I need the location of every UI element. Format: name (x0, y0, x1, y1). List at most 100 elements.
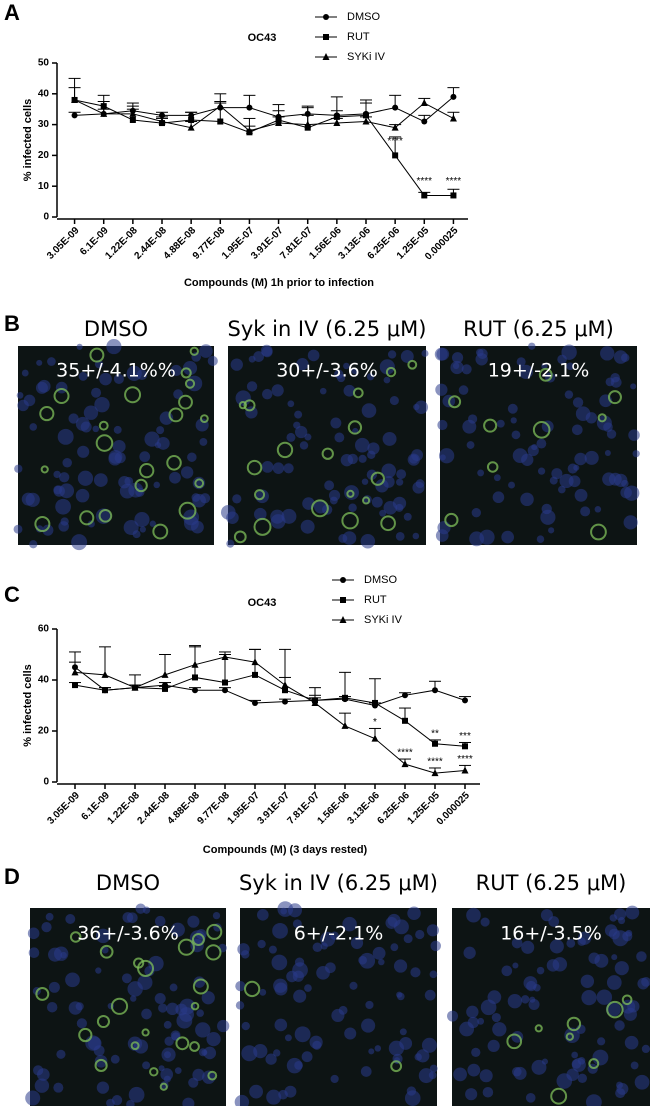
marker (333, 119, 341, 127)
nucleus (351, 367, 358, 375)
nucleus (372, 946, 386, 960)
nucleus (435, 383, 448, 396)
nucleus (616, 1081, 623, 1089)
nucleus (367, 442, 380, 455)
nucleus (96, 1081, 110, 1094)
nucleus (180, 466, 194, 479)
nucleus (580, 506, 591, 517)
infected-cell (347, 420, 363, 435)
nucleus (92, 425, 100, 433)
nucleus (575, 406, 591, 421)
nucleus (528, 342, 536, 350)
nucleus (164, 1036, 174, 1046)
infected-cell (110, 997, 129, 1015)
marker (402, 717, 408, 724)
nucleus (348, 503, 357, 512)
nucleus (287, 903, 303, 918)
nucleus (437, 419, 448, 431)
nucleus (334, 432, 345, 443)
nucleus (87, 520, 95, 528)
marker (391, 123, 399, 131)
marker (245, 126, 253, 134)
nucleus (259, 988, 267, 996)
nucleus (182, 361, 198, 376)
y-tick-label: 0 (43, 777, 49, 788)
y-axis-label: % infected cells (22, 99, 34, 182)
nucleus (621, 479, 629, 488)
nucleus (618, 917, 626, 925)
nucleus (594, 506, 602, 513)
overlay-text: 30+/-3.6% (276, 360, 378, 382)
nucleus (602, 472, 616, 486)
nucleus (25, 492, 40, 507)
nucleus (154, 441, 162, 449)
y-tick-label: 20 (38, 726, 50, 737)
nucleus (453, 1067, 467, 1082)
marker (372, 699, 378, 706)
nucleus (330, 1074, 339, 1084)
nucleus (403, 512, 412, 521)
nucleus (62, 458, 72, 468)
panel-title: RUT (6.25 μM) (476, 871, 627, 895)
nucleus (400, 350, 414, 363)
marker (158, 117, 166, 125)
overlay-text: 16+/-3.5% (500, 923, 602, 945)
infected-cell (175, 1036, 190, 1051)
infected-cell (189, 346, 199, 356)
nucleus (623, 1007, 637, 1021)
nucleus (253, 1044, 268, 1059)
marker (323, 14, 329, 20)
nucleus (513, 1066, 527, 1080)
nucleus (121, 973, 132, 984)
infected-cell (352, 387, 364, 399)
nucleus (113, 425, 122, 434)
nucleus (191, 520, 204, 534)
nucleus (574, 488, 588, 502)
nucleus (379, 509, 387, 517)
nucleus (59, 483, 75, 499)
nucleus (154, 915, 166, 927)
marker (304, 120, 312, 128)
nucleus (76, 1018, 87, 1029)
infected-cell (139, 462, 155, 479)
infected-cell (243, 980, 261, 998)
infected-cell (89, 347, 105, 363)
nucleus (273, 1049, 281, 1057)
overlay-text: 35+/-4.1%% (56, 360, 176, 382)
nucleus (53, 1082, 64, 1093)
nucleus (625, 905, 640, 920)
nucleus (447, 1010, 459, 1022)
nucleus (274, 1018, 288, 1032)
nucleus (520, 492, 534, 507)
marker (341, 721, 349, 729)
nucleus (366, 469, 378, 480)
nucleus (59, 472, 70, 483)
nucleus (396, 469, 407, 480)
nucleus (371, 496, 383, 508)
nucleus (142, 906, 151, 914)
nucleus (268, 945, 277, 954)
nucleus (235, 1001, 245, 1010)
legend-label: DMSO (364, 574, 397, 586)
marker (450, 93, 457, 100)
infected-cell (607, 390, 622, 405)
nucleus (55, 498, 71, 515)
nucleus (507, 993, 523, 1009)
panel-title: DMSO (84, 317, 148, 341)
significance: * (373, 717, 377, 728)
nucleus (75, 1002, 84, 1011)
nucleus (253, 351, 265, 362)
nucleus (493, 474, 501, 482)
nucleus (641, 1044, 650, 1054)
panel-letter: A (4, 0, 20, 25)
nucleus (192, 1068, 205, 1081)
nucleus (368, 1048, 375, 1055)
marker (432, 687, 438, 694)
nucleus (574, 452, 587, 466)
panel-letter: C (4, 582, 20, 607)
nucleus (492, 1022, 507, 1037)
nucleus (407, 906, 421, 921)
infected-cell (130, 1041, 140, 1051)
micrograph (25, 903, 230, 1110)
